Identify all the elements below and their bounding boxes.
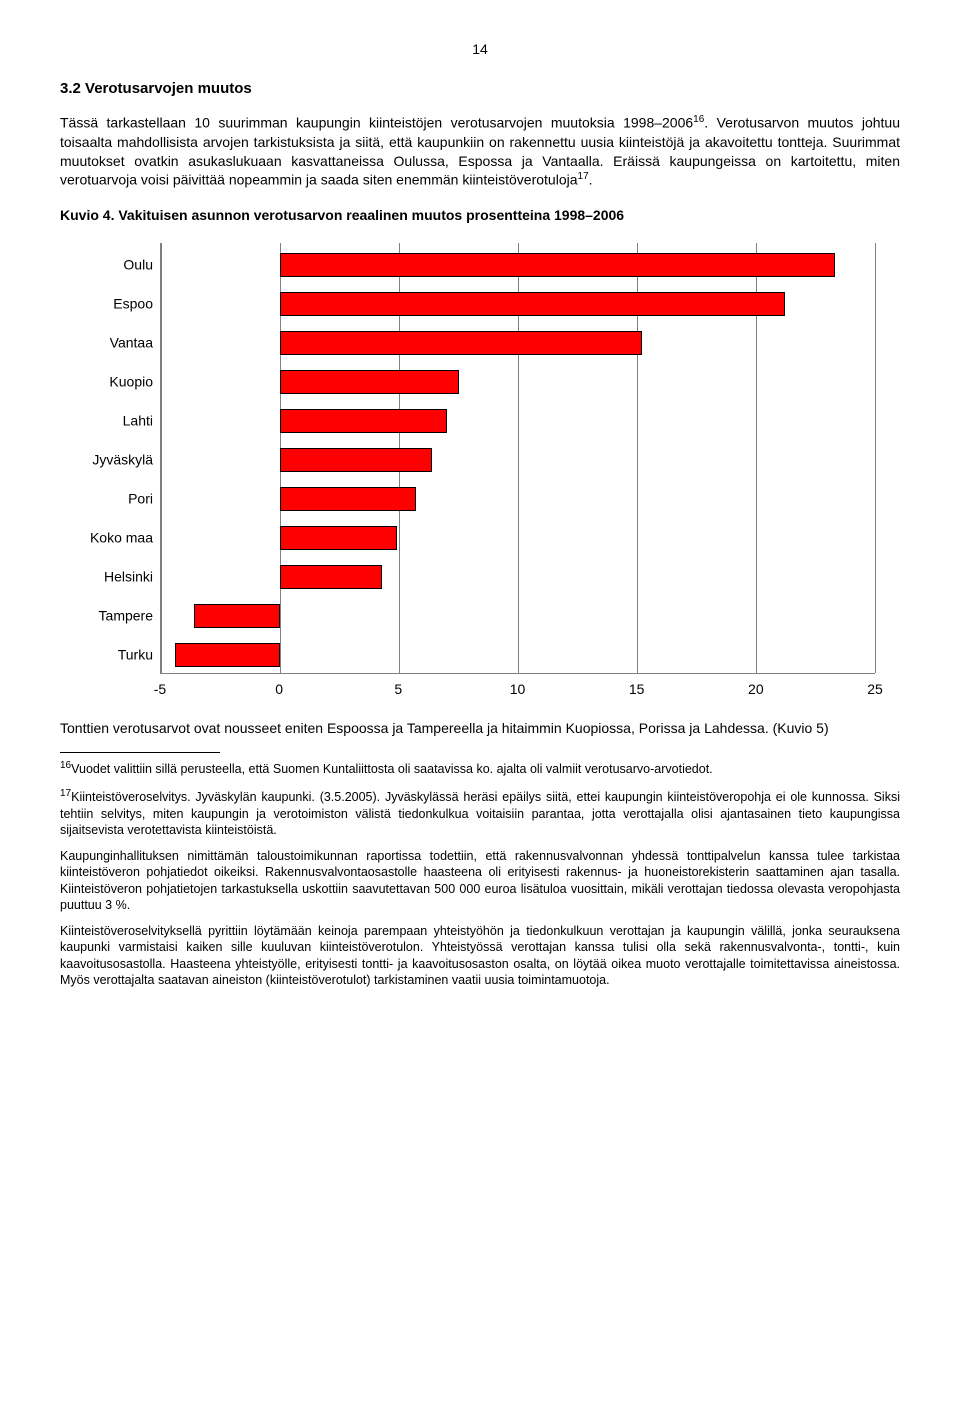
chart-y-category-label: Vantaa: [110, 333, 161, 352]
chart-bar: [280, 253, 835, 277]
chart-y-category-label: Turku: [118, 645, 161, 664]
chart-x-tick-label: 20: [748, 680, 764, 699]
chart-bar: [280, 292, 785, 316]
footnote-16-marker: 16: [60, 760, 71, 771]
chart-bar: [194, 604, 280, 628]
chart-bar-row: [280, 370, 459, 394]
chart-y-category-label: Koko maa: [90, 528, 161, 547]
chart-x-tick-label: 0: [275, 680, 283, 699]
chart-x-tick-label: 25: [867, 680, 883, 699]
chart-bar-row: [280, 409, 447, 433]
footnote-17-marker: 17: [60, 788, 71, 799]
chart-x-tick-label: 15: [629, 680, 645, 699]
superscript-17: 17: [578, 171, 589, 182]
chart-bar-row: [175, 643, 280, 667]
chart-bar-row: [280, 331, 642, 355]
chart-bar-row: [280, 292, 785, 316]
chart-y-category-label: Oulu: [123, 255, 161, 274]
chart-bar: [280, 487, 416, 511]
para1-end: .: [589, 172, 593, 188]
chart-bar: [280, 409, 447, 433]
chart-gridline: [875, 243, 876, 673]
chart-gridline: [161, 243, 162, 673]
footnote-17: 17Kiinteistöveroselvitys. Jyväskylän kau…: [60, 787, 900, 838]
chart-x-tick-label: 10: [510, 680, 526, 699]
chart-x-tick-label: -5: [154, 680, 166, 699]
superscript-16: 16: [693, 114, 704, 125]
bar-chart: Oulu Espoo Vantaa Kuopio Lahti Jyväskylä Pori K…: [80, 243, 880, 699]
footnote-17-text: Kiinteistöveroselvitys. Jyväskylän kaupu…: [60, 790, 900, 837]
para1-part1: Tässä tarkastellaan 10 suurimman kaupung…: [60, 115, 693, 131]
section-heading: 3.2 Verotusarvojen muutos: [60, 79, 900, 99]
chart-y-category-label: Lahti: [123, 411, 161, 430]
chart-bar: [280, 370, 459, 394]
chart-bar: [280, 331, 642, 355]
chart-title: Kuvio 4. Vakituisen asunnon verotusarvon…: [60, 206, 900, 225]
paragraph-1: Tässä tarkastellaan 10 suurimman kaupung…: [60, 113, 900, 190]
chart-bar-row: [194, 604, 280, 628]
chart-bar-row: [280, 526, 397, 550]
chart-bar-row: [280, 448, 432, 472]
chart-bar-row: [280, 253, 835, 277]
chart-bar: [280, 565, 382, 589]
chart-bar: [175, 643, 280, 667]
chart-bar: [280, 526, 397, 550]
footnote-paragraph-4: Kiinteistöveroselvityksellä pyrittiin lö…: [60, 923, 900, 988]
chart-y-category-label: Helsinki: [104, 567, 161, 586]
footnote-separator: [60, 752, 220, 753]
chart-bar-row: [280, 487, 416, 511]
chart-y-category-label: Pori: [128, 489, 161, 508]
chart-x-axis: -50510152025: [160, 674, 875, 699]
chart-bar-row: [280, 565, 382, 589]
chart-y-category-label: Tampere: [99, 606, 161, 625]
footnote-16: 16Vuodet valittiin sillä perusteella, et…: [60, 759, 900, 777]
footnote-16-text: Vuodet valittiin sillä perusteella, että…: [71, 762, 713, 776]
chart-plot-area: OuluEspooVantaaKuopioLahtiJyväskyläPoriK…: [160, 243, 875, 674]
paragraph-2: Tonttien verotusarvot ovat nousseet enit…: [60, 719, 900, 738]
chart-y-category-label: Kuopio: [109, 372, 161, 391]
footnote-paragraph-3: Kaupunginhallituksen nimittämän talousto…: [60, 848, 900, 913]
chart-y-category-label: Espoo: [113, 294, 161, 313]
chart-y-category-label: Jyväskylä: [92, 450, 161, 469]
page-number: 14: [60, 40, 900, 59]
chart-x-tick-label: 5: [394, 680, 402, 699]
chart-bar: [280, 448, 432, 472]
